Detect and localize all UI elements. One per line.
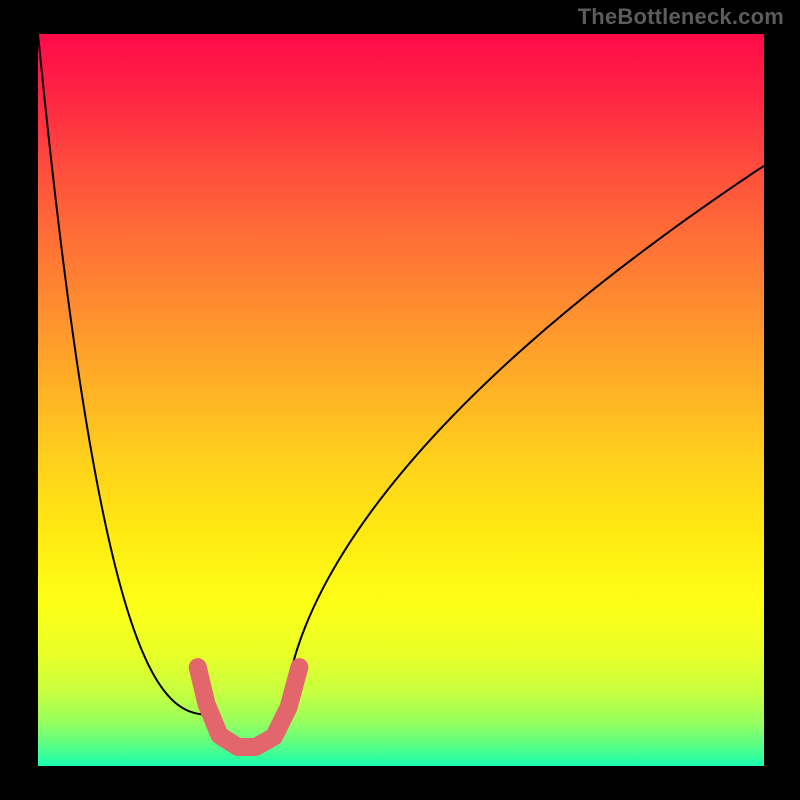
watermark-text: TheBottleneck.com [578,4,784,30]
plot-area [38,34,764,766]
chart-svg [38,34,764,766]
